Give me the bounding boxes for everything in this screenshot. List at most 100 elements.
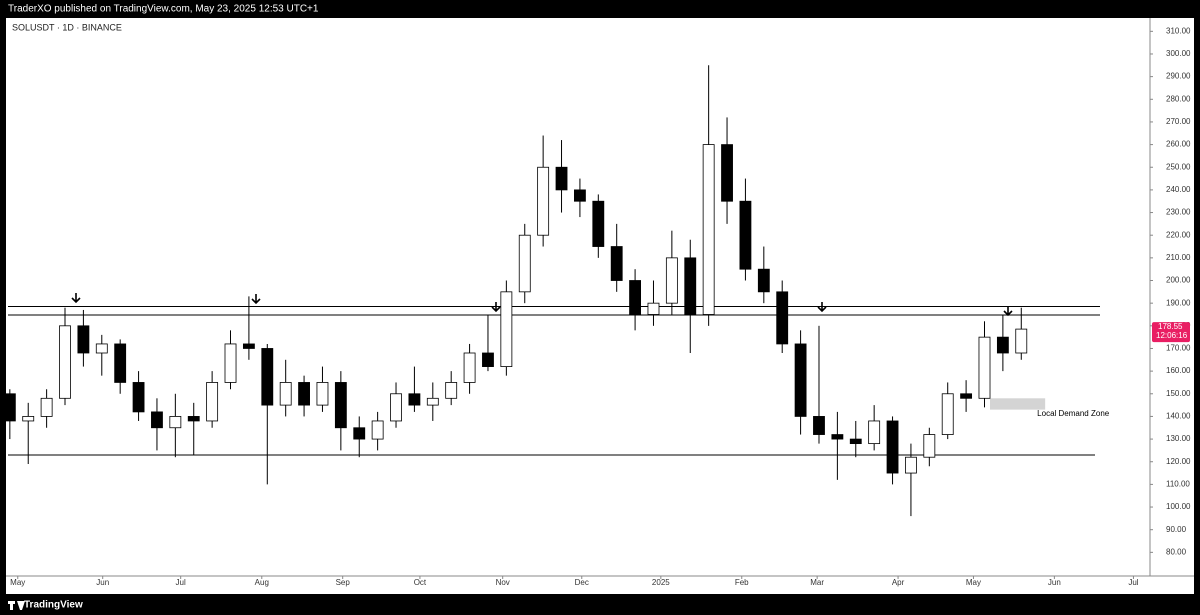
candle-body: [298, 382, 310, 406]
last-price: 178.55: [1158, 322, 1183, 331]
candle-body: [463, 352, 476, 383]
y-tick-label: 270.00: [1166, 117, 1191, 126]
y-tick-label: 230.00: [1166, 208, 1191, 217]
x-tick-label: Nov: [496, 578, 510, 587]
candle-body: [59, 325, 71, 399]
candle-body: [941, 393, 954, 435]
candle-body: [794, 343, 807, 417]
candle-body: [334, 382, 347, 429]
candle-body: [242, 343, 255, 349]
candle-body: [960, 393, 973, 399]
candle-body: [684, 257, 697, 315]
candle-body: [886, 420, 899, 474]
candle-body: [574, 189, 586, 202]
candle-body: [739, 200, 752, 270]
candle-body: [482, 352, 494, 367]
candle-body: [261, 348, 274, 406]
y-tick-label: 280.00: [1166, 94, 1191, 103]
candle-body: [40, 397, 53, 417]
arrows: [71, 293, 1013, 317]
candle-body: [353, 427, 366, 440]
candle-body: [849, 438, 862, 445]
candle-body: [629, 280, 642, 315]
candle-body: [592, 200, 605, 247]
candle-body: [371, 420, 384, 440]
y-tick-label: 170.00: [1166, 344, 1191, 353]
countdown: 12:06:16: [1156, 331, 1188, 340]
symbol-title: SOLUSDT · 1D · BINANCE: [12, 22, 122, 32]
y-tick-label: 210.00: [1166, 253, 1191, 262]
tv-logo: [8, 601, 25, 610]
candle-body: [95, 343, 108, 354]
x-tick-label: 2025: [652, 578, 670, 587]
chart-pane: [6, 18, 1194, 594]
publisher: TraderXO published on TradingView.com, M…: [8, 4, 319, 15]
candle-body: [114, 343, 127, 383]
candle-body: [426, 397, 439, 406]
y-tick-label: 310.00: [1166, 26, 1191, 35]
x-tick-label: Sep: [336, 578, 351, 587]
y-tick-label: 120.00: [1166, 457, 1191, 466]
y-tick-label: 100.00: [1166, 502, 1191, 511]
candle-body: [996, 336, 1009, 354]
candle-body: [279, 382, 292, 406]
candle-body: [665, 257, 678, 304]
candle-body: [206, 382, 219, 422]
y-tick-label: 290.00: [1166, 72, 1191, 81]
candle-body: [169, 416, 182, 429]
arrow: [71, 293, 81, 304]
x-tick-label: Oct: [414, 578, 427, 587]
candle-body: [77, 325, 90, 354]
y-tick-label: 110.00: [1166, 479, 1190, 488]
y-tick-label: 130.00: [1166, 434, 1191, 443]
brand: TradingView: [24, 600, 83, 611]
candle-body: [390, 393, 402, 422]
y-tick-label: 220.00: [1166, 230, 1191, 239]
y-tick-label: 90.00: [1166, 525, 1187, 534]
candle-body: [537, 166, 550, 236]
candle-body: [868, 420, 881, 445]
x-tick-label: Feb: [735, 578, 749, 587]
y-tick-label: 260.00: [1166, 140, 1191, 149]
x-tick-label: Aug: [255, 578, 269, 587]
y-tick-label: 240.00: [1166, 185, 1191, 194]
candle-body: [224, 343, 237, 383]
y-tick-label: 200.00: [1166, 276, 1191, 285]
x-tick-label: May: [966, 578, 981, 587]
candle-body: [555, 166, 568, 191]
arrow: [251, 294, 261, 305]
x-tick-label: Dec: [575, 578, 589, 587]
candle-body: [978, 336, 991, 399]
x-tick-label: Jun: [1048, 578, 1061, 587]
candle-body: [905, 456, 917, 474]
candle-body: [923, 434, 936, 458]
x-tick-label: Jul: [1128, 578, 1138, 587]
candle-body: [187, 416, 200, 422]
x-tick-label: May: [10, 578, 25, 587]
candle-body: [316, 382, 329, 406]
candle-body: [445, 382, 458, 399]
candle-body: [1015, 328, 1028, 354]
candle-body: [702, 144, 715, 315]
candle-body: [610, 246, 623, 281]
plot: [3, 65, 1100, 517]
y-tick-label: 140.00: [1166, 412, 1191, 421]
candle-body: [813, 416, 825, 435]
y-tick-label: 300.00: [1166, 49, 1191, 58]
y-tick-label: 250.00: [1166, 162, 1191, 171]
price-badge: [1152, 322, 1190, 343]
candle-body: [500, 291, 513, 367]
candle-body: [22, 416, 35, 422]
x-tick-label: Mar: [810, 578, 824, 587]
y-tick-label: 160.00: [1166, 366, 1191, 375]
candle-body: [408, 393, 421, 406]
candle-body: [518, 234, 531, 293]
candle-body: [151, 411, 163, 429]
footer-bar: [0, 596, 1200, 615]
demand-zone: [990, 398, 1046, 410]
candle-body: [647, 302, 660, 315]
x-tick-label: Jun: [96, 578, 109, 587]
candle-body: [757, 268, 770, 293]
demand-zone-label: Local Demand Zone: [1037, 409, 1110, 418]
